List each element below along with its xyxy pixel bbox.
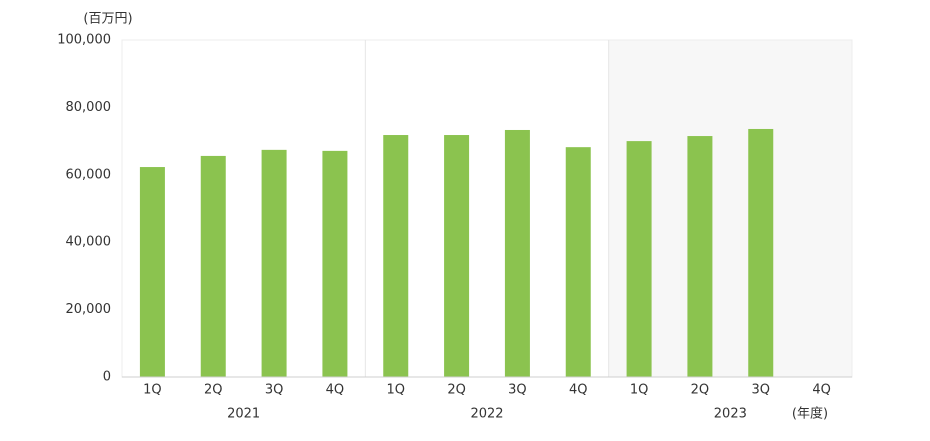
x-tick-label: 4Q: [812, 383, 831, 398]
bar: [322, 150, 348, 377]
bar: [383, 135, 409, 377]
y-tick-label: 60,000: [66, 167, 112, 182]
y-unit-label: (百万円): [83, 12, 132, 27]
bar: [139, 167, 165, 377]
x-tick-label: 1Q: [143, 383, 162, 398]
x-tick-label: 2Q: [691, 383, 710, 398]
x-tick-label: 1Q: [630, 383, 649, 398]
y-tick-label: 80,000: [66, 100, 112, 115]
x-tick-label: 2Q: [204, 383, 223, 398]
y-tick-label: 100,000: [57, 33, 111, 48]
x-tick-label: 4Q: [326, 383, 345, 398]
group-label: 2023: [714, 407, 747, 422]
y-tick-label: 0: [103, 370, 111, 385]
group-label: 2022: [470, 407, 503, 422]
bar: [565, 147, 591, 377]
x-tick-label: 4Q: [569, 383, 588, 398]
x-unit-label: (年度): [792, 406, 828, 422]
bar: [504, 129, 530, 377]
x-tick-label: 2Q: [447, 383, 466, 398]
y-tick-label: 40,000: [66, 235, 112, 250]
bar: [748, 128, 774, 377]
x-tick-label: 1Q: [386, 383, 405, 398]
x-tick-label: 3Q: [508, 383, 527, 398]
bar: [200, 155, 226, 377]
x-tick-label: 3Q: [751, 383, 770, 398]
y-tick-label: 20,000: [66, 302, 112, 317]
bar: [687, 136, 713, 377]
group-label: 2021: [227, 407, 260, 422]
bar: [444, 135, 470, 377]
bar: [626, 141, 652, 377]
bar: [261, 149, 287, 377]
x-tick-label: 3Q: [265, 383, 284, 398]
